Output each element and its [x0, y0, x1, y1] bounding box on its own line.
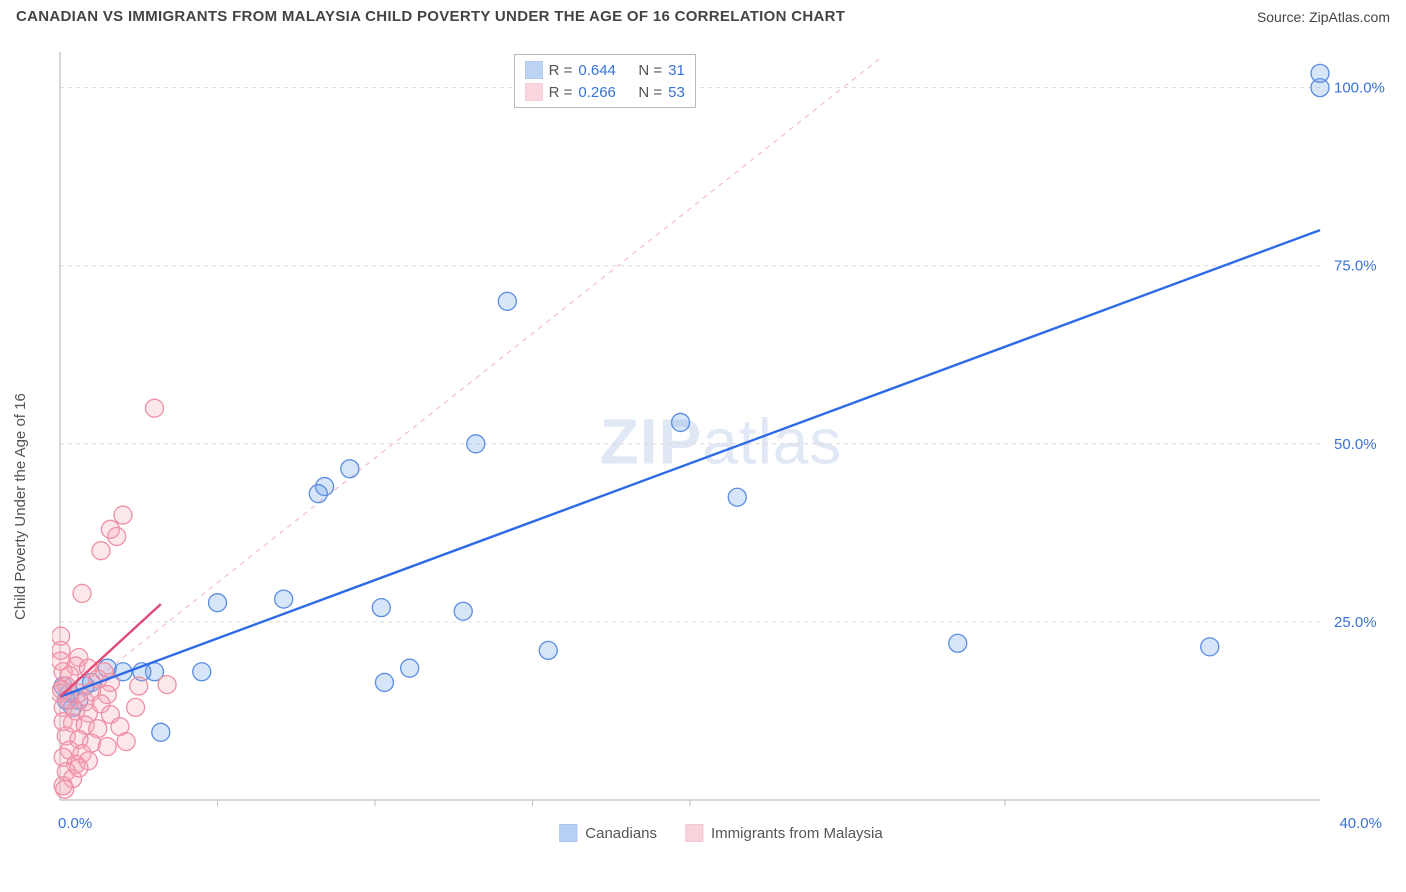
source-label: Source: ZipAtlas.com — [1257, 9, 1390, 25]
svg-text:0.0%: 0.0% — [58, 815, 92, 832]
legend-item-immigrants: Immigrants from Malaysia — [685, 824, 883, 842]
series-legend: Canadians Immigrants from Malaysia — [559, 824, 882, 842]
title-bar: CANADIAN VS IMMIGRANTS FROM MALAYSIA CHI… — [0, 0, 1406, 29]
swatch-icon — [559, 824, 577, 842]
legend-label: Canadians — [585, 825, 657, 842]
scatter-plot: 25.0% 50.0% 75.0% 100.0% 0.0% 40.0% — [52, 46, 1390, 844]
chart-title: CANADIAN VS IMMIGRANTS FROM MALAYSIA CHI… — [16, 8, 845, 25]
svg-text:75.0%: 75.0% — [1334, 258, 1377, 275]
y-axis-label: Child Poverty Under the Age of 16 — [12, 393, 29, 620]
chart-area: ZIPatlas 25.0%50.0%75.0%100.0%0.0%40.0% … — [52, 46, 1390, 844]
legend-stat-row: R = 0.644 N = 31 — [525, 59, 685, 81]
legend-label: Immigrants from Malaysia — [711, 825, 883, 842]
svg-text:100.0%: 100.0% — [1334, 80, 1385, 97]
legend-stat-row: R = 0.266 N = 53 — [525, 81, 685, 103]
svg-text:40.0%: 40.0% — [1339, 815, 1382, 832]
swatch-icon — [685, 824, 703, 842]
swatch-icon — [525, 61, 543, 79]
swatch-icon — [525, 83, 543, 101]
svg-text:50.0%: 50.0% — [1334, 436, 1377, 453]
correlation-legend: R = 0.644 N = 31 R = 0.266 N = 53 — [514, 54, 696, 108]
svg-text:25.0%: 25.0% — [1334, 614, 1377, 631]
legend-item-canadians: Canadians — [559, 824, 657, 842]
